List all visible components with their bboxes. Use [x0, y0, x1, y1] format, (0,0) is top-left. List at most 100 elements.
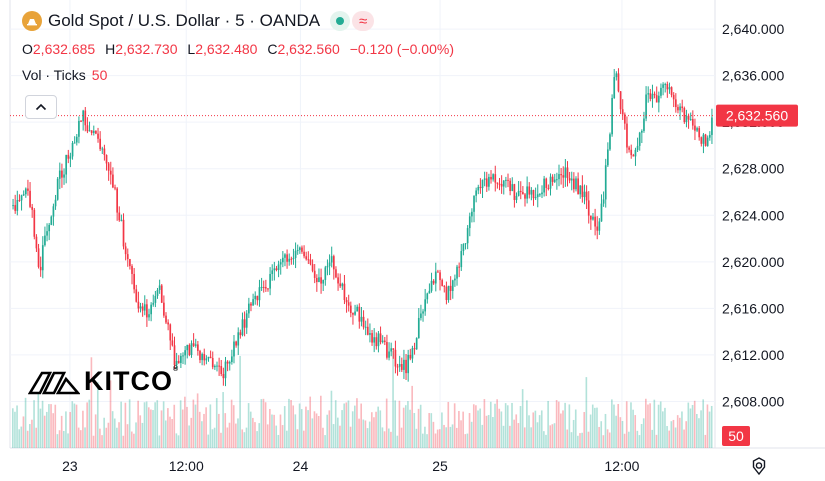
volume-bar: [60, 415, 63, 448]
volume-bar: [179, 400, 182, 448]
volume-bar: [498, 408, 501, 448]
candle-body: [231, 356, 233, 363]
volume-bar: [334, 400, 337, 448]
candle-body: [50, 216, 53, 225]
candle-body: [29, 190, 31, 207]
volume-bar: [407, 401, 409, 448]
candle-body: [679, 106, 681, 111]
candle-body: [660, 87, 662, 96]
volume-bar: [277, 434, 280, 448]
symbol-title[interactable]: Gold Spot / U.S. Dollar · 5 · OANDA: [48, 11, 321, 30]
volume-bar: [317, 416, 320, 448]
volume-bar: [447, 401, 450, 448]
volume-bar: [666, 426, 668, 448]
volume-legend[interactable]: Vol · Ticks 50: [22, 67, 107, 83]
volume-bar: [655, 434, 658, 448]
volume-bar: [128, 399, 131, 448]
candle-body: [592, 216, 594, 220]
volume-bar: [279, 414, 282, 448]
candle-body: [456, 266, 458, 279]
volume-bar: [653, 399, 656, 448]
candle-body: [309, 259, 312, 265]
candle-body: [515, 195, 518, 200]
volume-bar: [375, 411, 377, 448]
volume-bar: [105, 427, 108, 448]
volume-bar: [441, 412, 443, 448]
candle-body: [394, 349, 397, 367]
volume-bar: [28, 424, 31, 448]
open-dot-icon[interactable]: [330, 11, 351, 31]
candle-body: [479, 186, 482, 189]
candle-body: [226, 361, 229, 364]
volume-bar: [443, 424, 445, 448]
candle-body: [613, 77, 616, 99]
candle-body: [105, 154, 108, 164]
candle-body: [496, 182, 499, 184]
volume-bar: [394, 400, 396, 448]
candle-body: [366, 326, 369, 335]
volume-bar: [296, 429, 299, 448]
volume-bar: [107, 422, 110, 448]
last-price-tag[interactable]: [716, 104, 798, 127]
volume-bar: [232, 405, 235, 448]
candle-body: [101, 148, 104, 150]
candle-body: [674, 99, 677, 108]
volume-bar: [73, 403, 76, 448]
candle-body: [150, 304, 152, 315]
candle-body: [691, 118, 694, 126]
volume-bar: [260, 399, 263, 448]
candle-body: [160, 285, 163, 303]
candle-body: [536, 194, 539, 198]
candle-body: [315, 277, 318, 283]
collapse-legend-button[interactable]: [25, 95, 57, 119]
candle-body: [48, 224, 51, 232]
candle-body: [237, 332, 240, 346]
candle-body: [464, 243, 467, 245]
price-tick-label: 2,620.000: [722, 254, 784, 270]
approx-icon[interactable]: ≈: [352, 11, 375, 31]
candle-body: [197, 344, 199, 351]
candle-body: [526, 186, 528, 199]
volume-bar: [594, 407, 596, 448]
volume-bar: [564, 402, 566, 448]
candle-body: [284, 254, 286, 258]
candle-body: [655, 95, 658, 103]
candle-body: [303, 251, 305, 257]
candle-body: [126, 254, 129, 260]
candle-body: [451, 280, 454, 291]
candle-body: [441, 280, 444, 286]
candle-body: [56, 178, 59, 200]
volume-bar: [679, 417, 681, 448]
candle-body: [328, 262, 331, 266]
price-tick-label: 2,612.000: [722, 347, 784, 363]
candle-body: [505, 179, 507, 181]
candle-body: [383, 340, 386, 343]
volume-bar: [326, 414, 329, 448]
candle-body: [137, 301, 140, 309]
volume-bar: [662, 411, 664, 448]
candle-body: [44, 235, 46, 246]
volume-bar: [65, 411, 67, 448]
candle-body: [228, 362, 231, 364]
volume-bar: [500, 411, 503, 448]
candle-body: [211, 358, 214, 368]
volume-bar: [477, 410, 479, 448]
candle-body: [371, 333, 373, 343]
volume-bar: [37, 393, 40, 448]
volume-bar: [313, 411, 316, 448]
volume-bar: [492, 417, 494, 448]
candle-body: [286, 254, 288, 262]
volume-bar: [604, 413, 607, 448]
volume-bar: [398, 400, 401, 448]
volume-bar: [517, 423, 520, 448]
price-tick-label: 2,624.000: [722, 207, 784, 223]
volume-bar: [417, 408, 420, 448]
candle-body: [481, 179, 484, 189]
volume-bar: [35, 427, 37, 448]
volume-bar: [141, 422, 144, 448]
candle-body: [171, 340, 174, 346]
chart-settings-button[interactable]: [749, 456, 769, 476]
volume-bar: [269, 408, 271, 448]
candle-body: [250, 303, 252, 306]
